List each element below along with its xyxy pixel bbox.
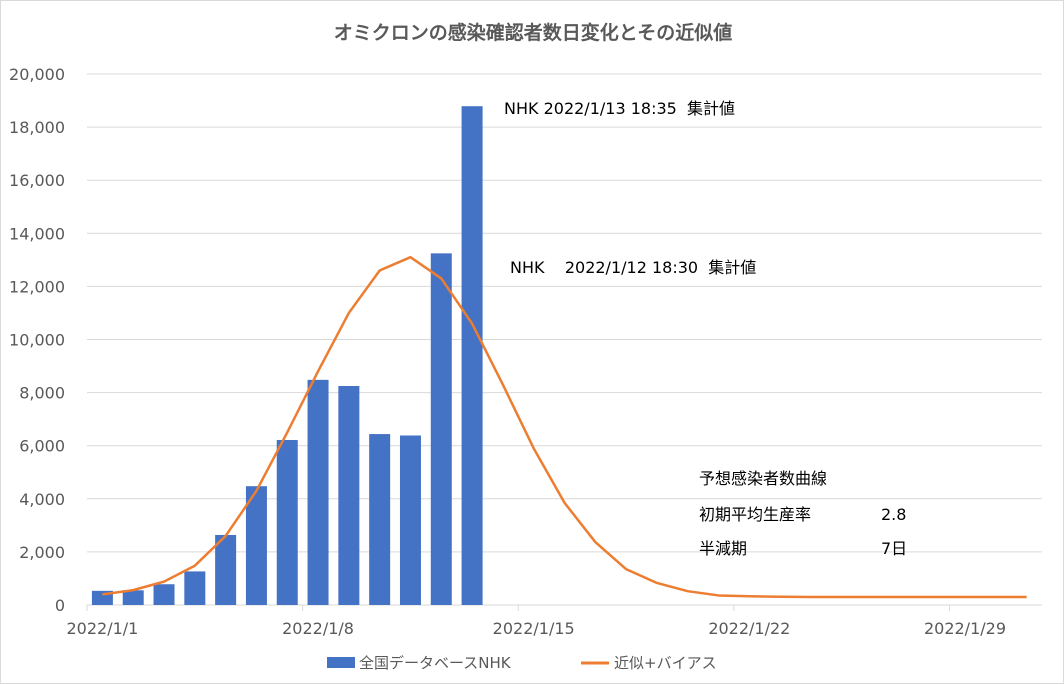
bar: [369, 434, 390, 605]
y-tick-label: 0: [55, 596, 65, 615]
bar-series: [92, 106, 483, 605]
bar: [184, 571, 205, 605]
legend: 全国データベースNHK 近似+バイアス: [327, 654, 717, 672]
bar: [246, 486, 267, 605]
bar: [462, 106, 483, 605]
y-tick-label: 4,000: [19, 490, 65, 509]
bar: [277, 440, 298, 605]
x-axis: 2022/1/1 2022/1/8 2022/1/15 2022/1/22 2022/1…: [66, 605, 1042, 638]
x-tick-label: 2022/1/22: [708, 619, 790, 638]
annotation-jan12: NHK 2022/1/12 18:30 集計値: [510, 258, 756, 277]
x-tick-label: 2022/1/1: [66, 619, 138, 638]
legend-swatch-bar: [327, 657, 355, 668]
bar: [431, 253, 452, 605]
x-tick-label: 2022/1/8: [282, 619, 354, 638]
bar: [215, 535, 236, 605]
bar: [154, 584, 175, 605]
annotation-jan13: NHK 2022/1/13 18:35 集計値: [504, 99, 735, 118]
y-tick-label: 16,000: [9, 171, 65, 190]
y-tick-label: 20,000: [9, 65, 65, 84]
gridlines: [87, 74, 1042, 552]
info-title: 予想感染者数曲線: [699, 469, 827, 488]
y-tick-label: 6,000: [19, 437, 65, 456]
info-box: 予想感染者数曲線 初期平均生産率 2.8 半減期 7日: [699, 469, 907, 558]
chart-title: オミクロンの感染確認者数日変化とその近似値: [334, 21, 732, 44]
bar: [338, 386, 359, 605]
y-axis: 0 2,000 4,000 6,000 8,000 10,000 12,000 14,000 1…: [9, 65, 65, 615]
y-tick-label: 2,000: [19, 543, 65, 562]
info-label-rate: 初期平均生産率: [699, 505, 811, 524]
bar: [400, 436, 421, 605]
x-tick-label: 2022/1/15: [493, 619, 575, 638]
y-tick-label: 14,000: [9, 224, 65, 243]
y-tick-label: 8,000: [19, 384, 65, 403]
x-tick-label: 2022/1/29: [924, 619, 1006, 638]
legend-label-line: 近似+バイアス: [614, 654, 717, 672]
y-tick-label: 12,000: [9, 277, 65, 296]
info-value-rate: 2.8: [881, 505, 906, 524]
y-tick-label: 18,000: [9, 118, 65, 137]
info-value-halflife: 7日: [881, 539, 907, 558]
bar: [308, 380, 329, 605]
legend-label-bar: 全国データベースNHK: [359, 654, 512, 672]
info-label-halflife: 半減期: [699, 539, 747, 558]
bar: [123, 590, 144, 605]
y-tick-label: 10,000: [9, 331, 65, 350]
